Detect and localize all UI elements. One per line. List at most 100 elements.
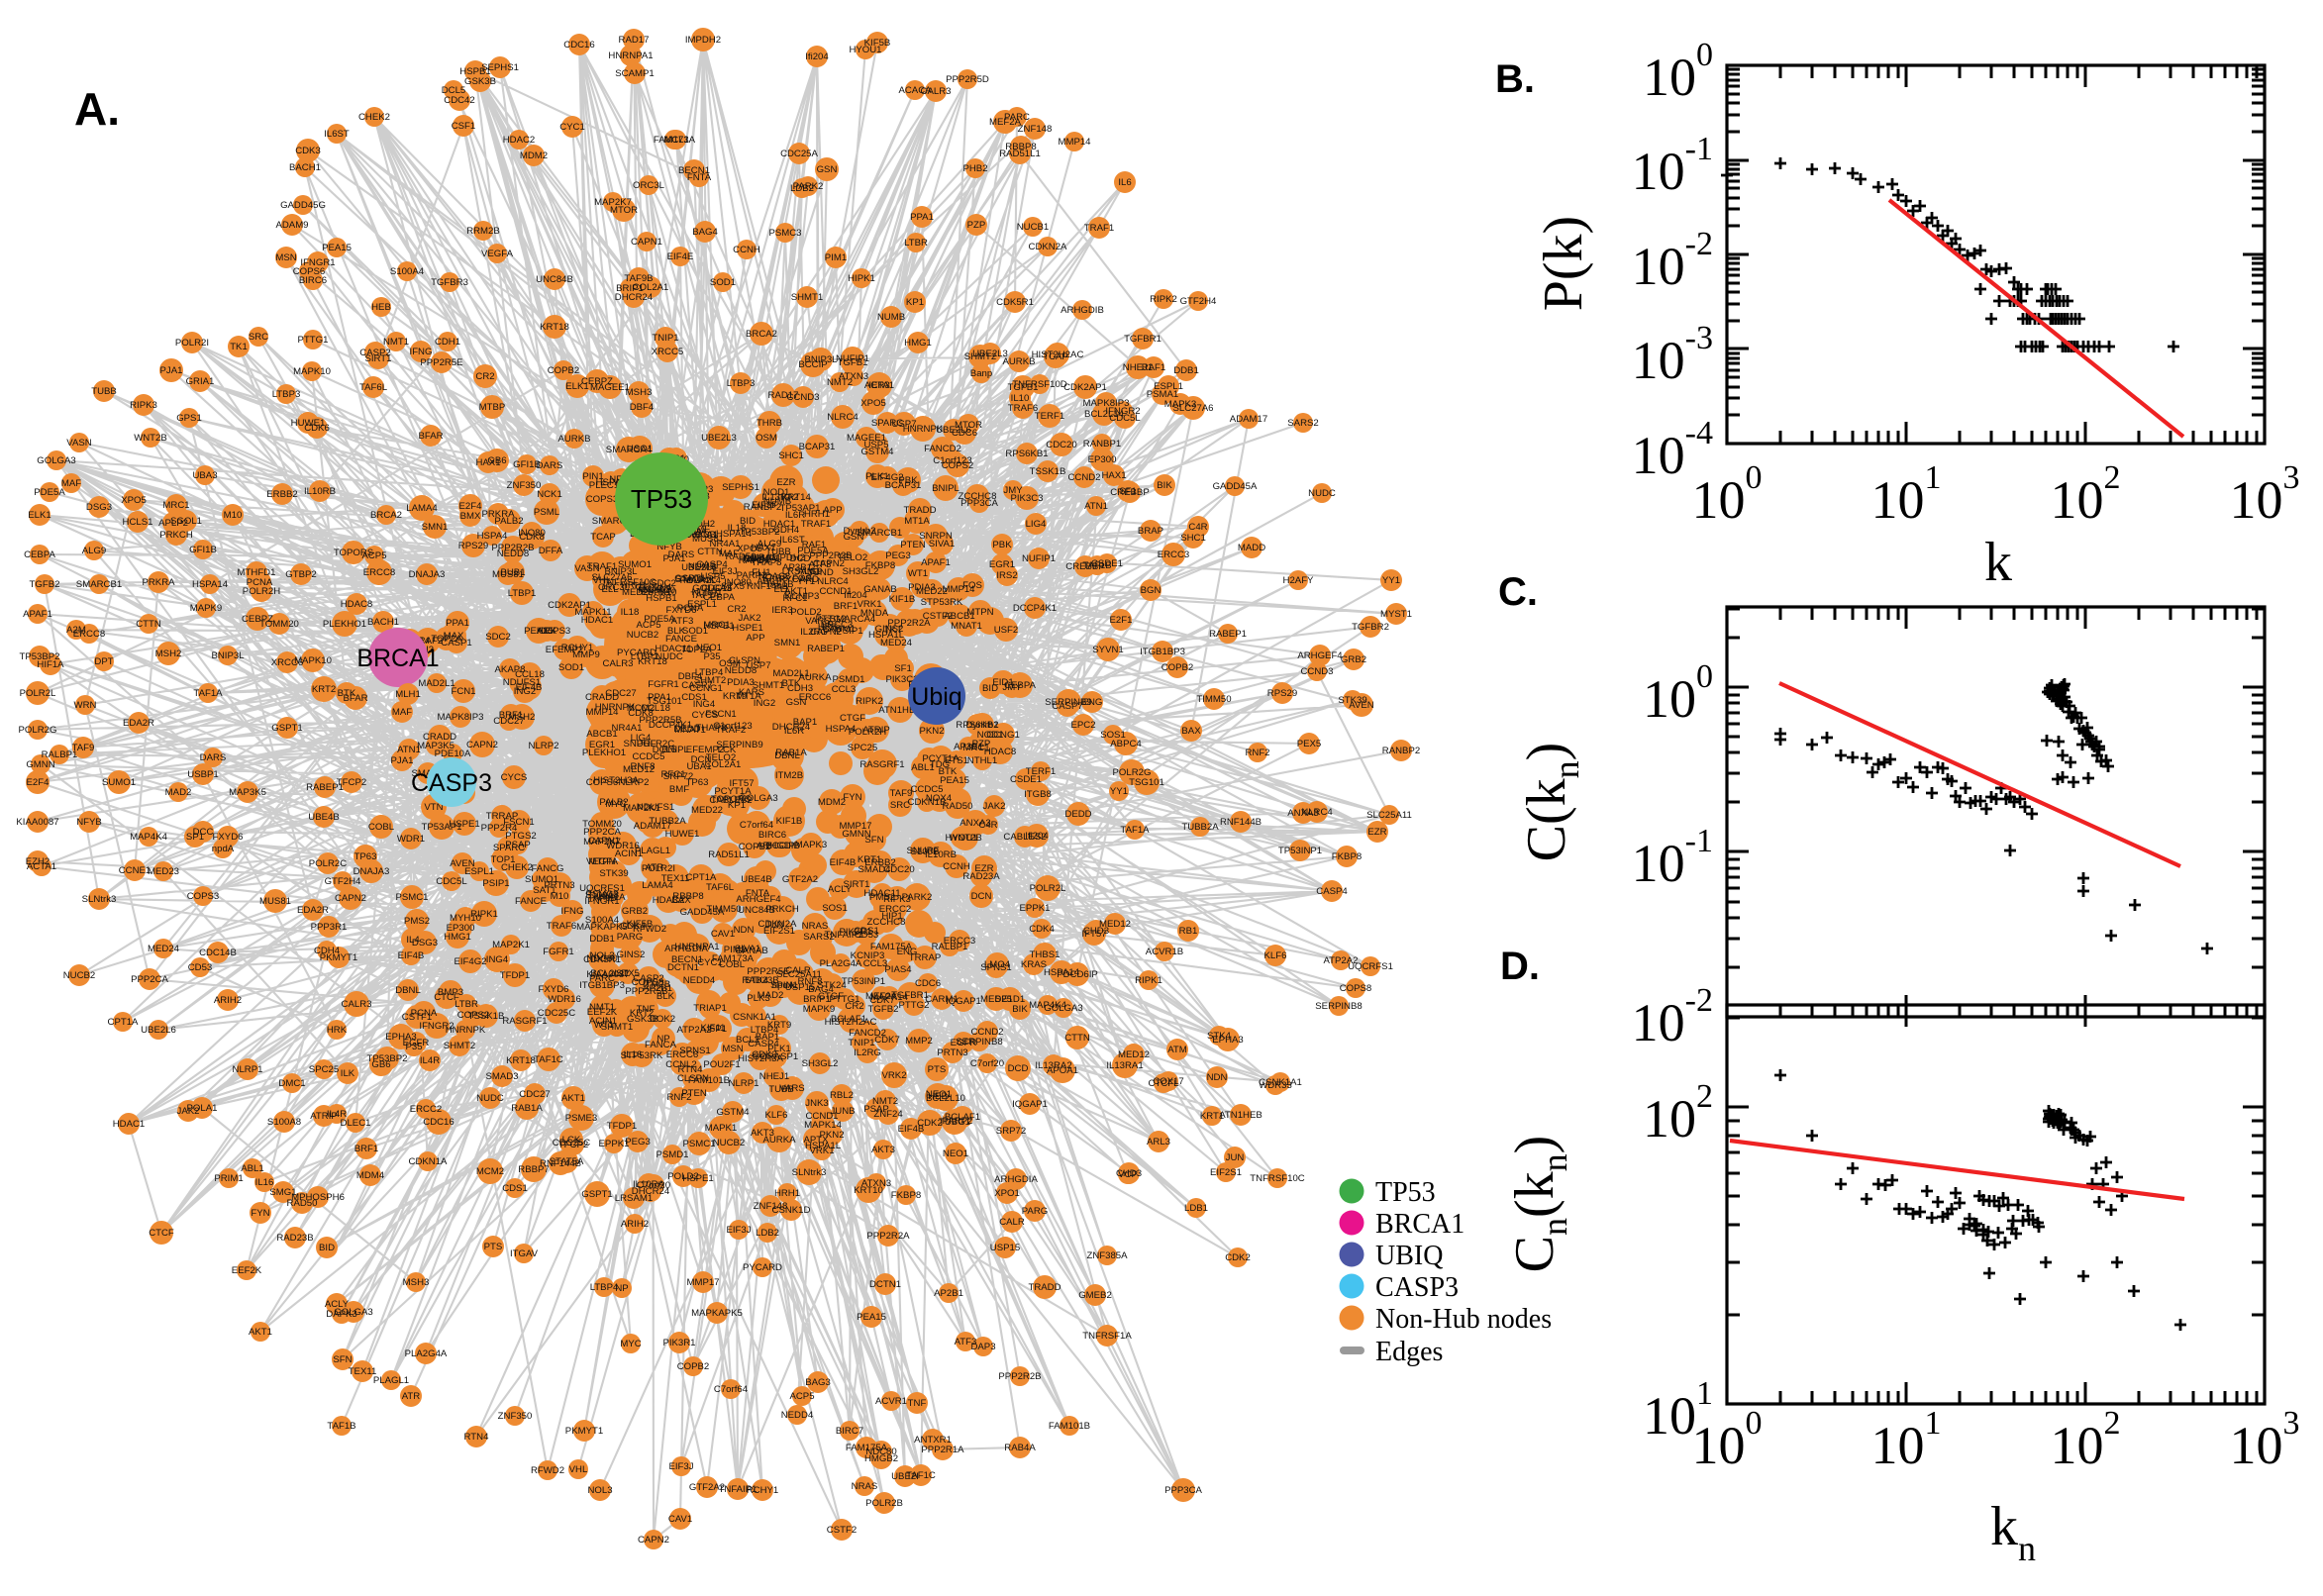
svg-text:APAF1: APAF1 xyxy=(23,609,52,620)
svg-text:EPHA3: EPHA3 xyxy=(1212,1035,1243,1046)
svg-text:MED22: MED22 xyxy=(691,805,723,816)
svg-text:SHMT1: SHMT1 xyxy=(791,292,824,303)
svg-text:KIF11: KIF11 xyxy=(701,1023,726,1034)
svg-text:UBE2L6: UBE2L6 xyxy=(141,1025,176,1036)
svg-text:PKN2: PKN2 xyxy=(819,1130,844,1141)
svg-text:BTK: BTK xyxy=(338,688,356,699)
svg-text:NUFIP1: NUFIP1 xyxy=(1022,553,1056,564)
svg-text:ITGB1BP3: ITGB1BP3 xyxy=(1140,647,1185,657)
svg-text:IL10RB: IL10RB xyxy=(304,486,336,497)
svg-text:NEO1: NEO1 xyxy=(943,1148,968,1159)
svg-text:IL16: IL16 xyxy=(255,1177,274,1188)
svg-text:ZNF350: ZNF350 xyxy=(507,480,542,491)
svg-text:JAK2: JAK2 xyxy=(983,801,1006,812)
svg-text:DFFA: DFFA xyxy=(539,546,563,556)
svg-text:FYN: FYN xyxy=(843,792,861,803)
svg-text:RAD17: RAD17 xyxy=(768,390,799,401)
svg-text:ERCC6: ERCC6 xyxy=(799,692,832,703)
svg-text:RNF144B: RNF144B xyxy=(1220,817,1262,828)
svg-text:LTBR: LTBR xyxy=(454,999,478,1010)
svg-text:CTGF: CTGF xyxy=(818,991,844,1002)
svg-text:CASP3: CASP3 xyxy=(1375,1272,1459,1303)
svg-text:IL13RA1: IL13RA1 xyxy=(1106,1060,1143,1071)
svg-text:STK24: STK24 xyxy=(817,980,847,991)
svg-text:BIK: BIK xyxy=(1012,1004,1028,1015)
svg-text:HNRNPK: HNRNPK xyxy=(446,1025,486,1036)
svg-text:BAG4: BAG4 xyxy=(692,227,718,238)
svg-text:NMT1: NMT1 xyxy=(589,1002,615,1013)
svg-text:TP53AP1: TP53AP1 xyxy=(421,822,461,833)
svg-text:CDC27: CDC27 xyxy=(519,1089,550,1100)
svg-text:KLF6: KLF6 xyxy=(1264,950,1287,961)
svg-text:NDN: NDN xyxy=(734,925,755,936)
svg-text:WT1: WT1 xyxy=(594,1020,614,1031)
svg-text:ARIH2: ARIH2 xyxy=(214,995,242,1006)
svg-text:BIRC6: BIRC6 xyxy=(758,830,786,841)
svg-text:XPO5: XPO5 xyxy=(860,398,886,409)
svg-text:HSPE1: HSPE1 xyxy=(682,1173,713,1184)
svg-text:NHEJ1: NHEJ1 xyxy=(759,1071,789,1082)
svg-text:FKBP8: FKBP8 xyxy=(1332,851,1362,862)
svg-text:GMEB2: GMEB2 xyxy=(1078,1290,1112,1301)
svg-text:ACP5: ACP5 xyxy=(636,620,660,631)
svg-text:ILK: ILK xyxy=(341,1068,355,1079)
svg-text:HMGB2: HMGB2 xyxy=(864,1453,898,1464)
svg-text:ELK1: ELK1 xyxy=(28,510,50,521)
svg-text:FLI1: FLI1 xyxy=(752,567,770,578)
svg-text:RIPK3: RIPK3 xyxy=(130,400,157,411)
svg-text:ESPL1: ESPL1 xyxy=(687,599,717,610)
svg-text:MAX: MAX xyxy=(444,631,464,642)
svg-text:MAP2K1: MAP2K1 xyxy=(623,803,660,814)
svg-text:TAF1C: TAF1C xyxy=(906,1470,936,1481)
svg-text:MAD2: MAD2 xyxy=(165,787,192,798)
svg-text:SOD1: SOD1 xyxy=(558,662,584,673)
svg-text:TAF1B: TAF1B xyxy=(327,1421,355,1432)
svg-text:PTS: PTS xyxy=(484,1242,503,1252)
svg-text:JUN: JUN xyxy=(765,920,784,931)
svg-text:NMT2: NMT2 xyxy=(872,1096,898,1107)
svg-text:SDC2: SDC2 xyxy=(485,632,511,643)
svg-text:APAF1: APAF1 xyxy=(921,557,951,568)
svg-text:CHD3: CHD3 xyxy=(1116,1168,1142,1179)
svg-text:CTTN: CTTN xyxy=(1064,1033,1090,1044)
svg-text:RIPK2: RIPK2 xyxy=(1150,294,1177,305)
svg-text:PARK2: PARK2 xyxy=(902,892,933,903)
svg-text:GMNN: GMNN xyxy=(26,759,54,770)
svg-text:TAF6L: TAF6L xyxy=(706,882,735,893)
svg-text:SH3GL2: SH3GL2 xyxy=(843,566,879,577)
svg-text:BCL2L10: BCL2L10 xyxy=(926,1093,965,1104)
svg-text:YY1: YY1 xyxy=(1110,786,1128,797)
svg-text:IL4R: IL4R xyxy=(327,1109,347,1120)
svg-text:CDC14B: CDC14B xyxy=(199,948,237,958)
svg-text:TK1: TK1 xyxy=(230,342,248,352)
svg-text:PKN2: PKN2 xyxy=(919,726,944,737)
svg-text:LIG4: LIG4 xyxy=(1026,519,1047,530)
svg-text:CDKN2A: CDKN2A xyxy=(1029,242,1068,252)
svg-text:PLK3: PLK3 xyxy=(747,993,769,1004)
svg-text:TSSK1B: TSSK1B xyxy=(1030,466,1066,477)
svg-text:CREBBP: CREBBP xyxy=(1110,487,1149,498)
svg-text:ESPL1: ESPL1 xyxy=(1154,381,1183,392)
svg-text:PHB2: PHB2 xyxy=(962,163,987,174)
svg-text:ATXN3: ATXN3 xyxy=(839,371,868,382)
svg-text:ING4: ING4 xyxy=(693,699,716,710)
svg-text:KARS: KARS xyxy=(739,687,764,698)
svg-text:HRK: HRK xyxy=(327,1025,348,1036)
svg-text:RAD17: RAD17 xyxy=(619,35,650,46)
svg-text:COBL: COBL xyxy=(368,822,395,833)
svg-text:MED12: MED12 xyxy=(1118,1049,1150,1060)
svg-text:WDR16: WDR16 xyxy=(548,994,581,1005)
svg-text:MAPK14: MAPK14 xyxy=(804,1120,843,1131)
svg-text:PRKRA: PRKRA xyxy=(142,577,175,588)
svg-text:ERBB2: ERBB2 xyxy=(266,489,297,500)
svg-text:AKT1: AKT1 xyxy=(249,1327,272,1338)
svg-text:VASN: VASN xyxy=(574,563,599,574)
svg-text:GSPT1: GSPT1 xyxy=(271,723,302,734)
svg-text:AKT3: AKT3 xyxy=(871,1145,895,1155)
svg-text:SMN1: SMN1 xyxy=(422,522,449,533)
svg-text:KRT9: KRT9 xyxy=(767,1020,791,1031)
svg-text:RBBP8: RBBP8 xyxy=(1005,142,1036,152)
svg-text:TRADD: TRADD xyxy=(903,505,936,516)
svg-text:CDC6: CDC6 xyxy=(952,428,977,439)
svg-text:PPA1: PPA1 xyxy=(910,212,934,223)
